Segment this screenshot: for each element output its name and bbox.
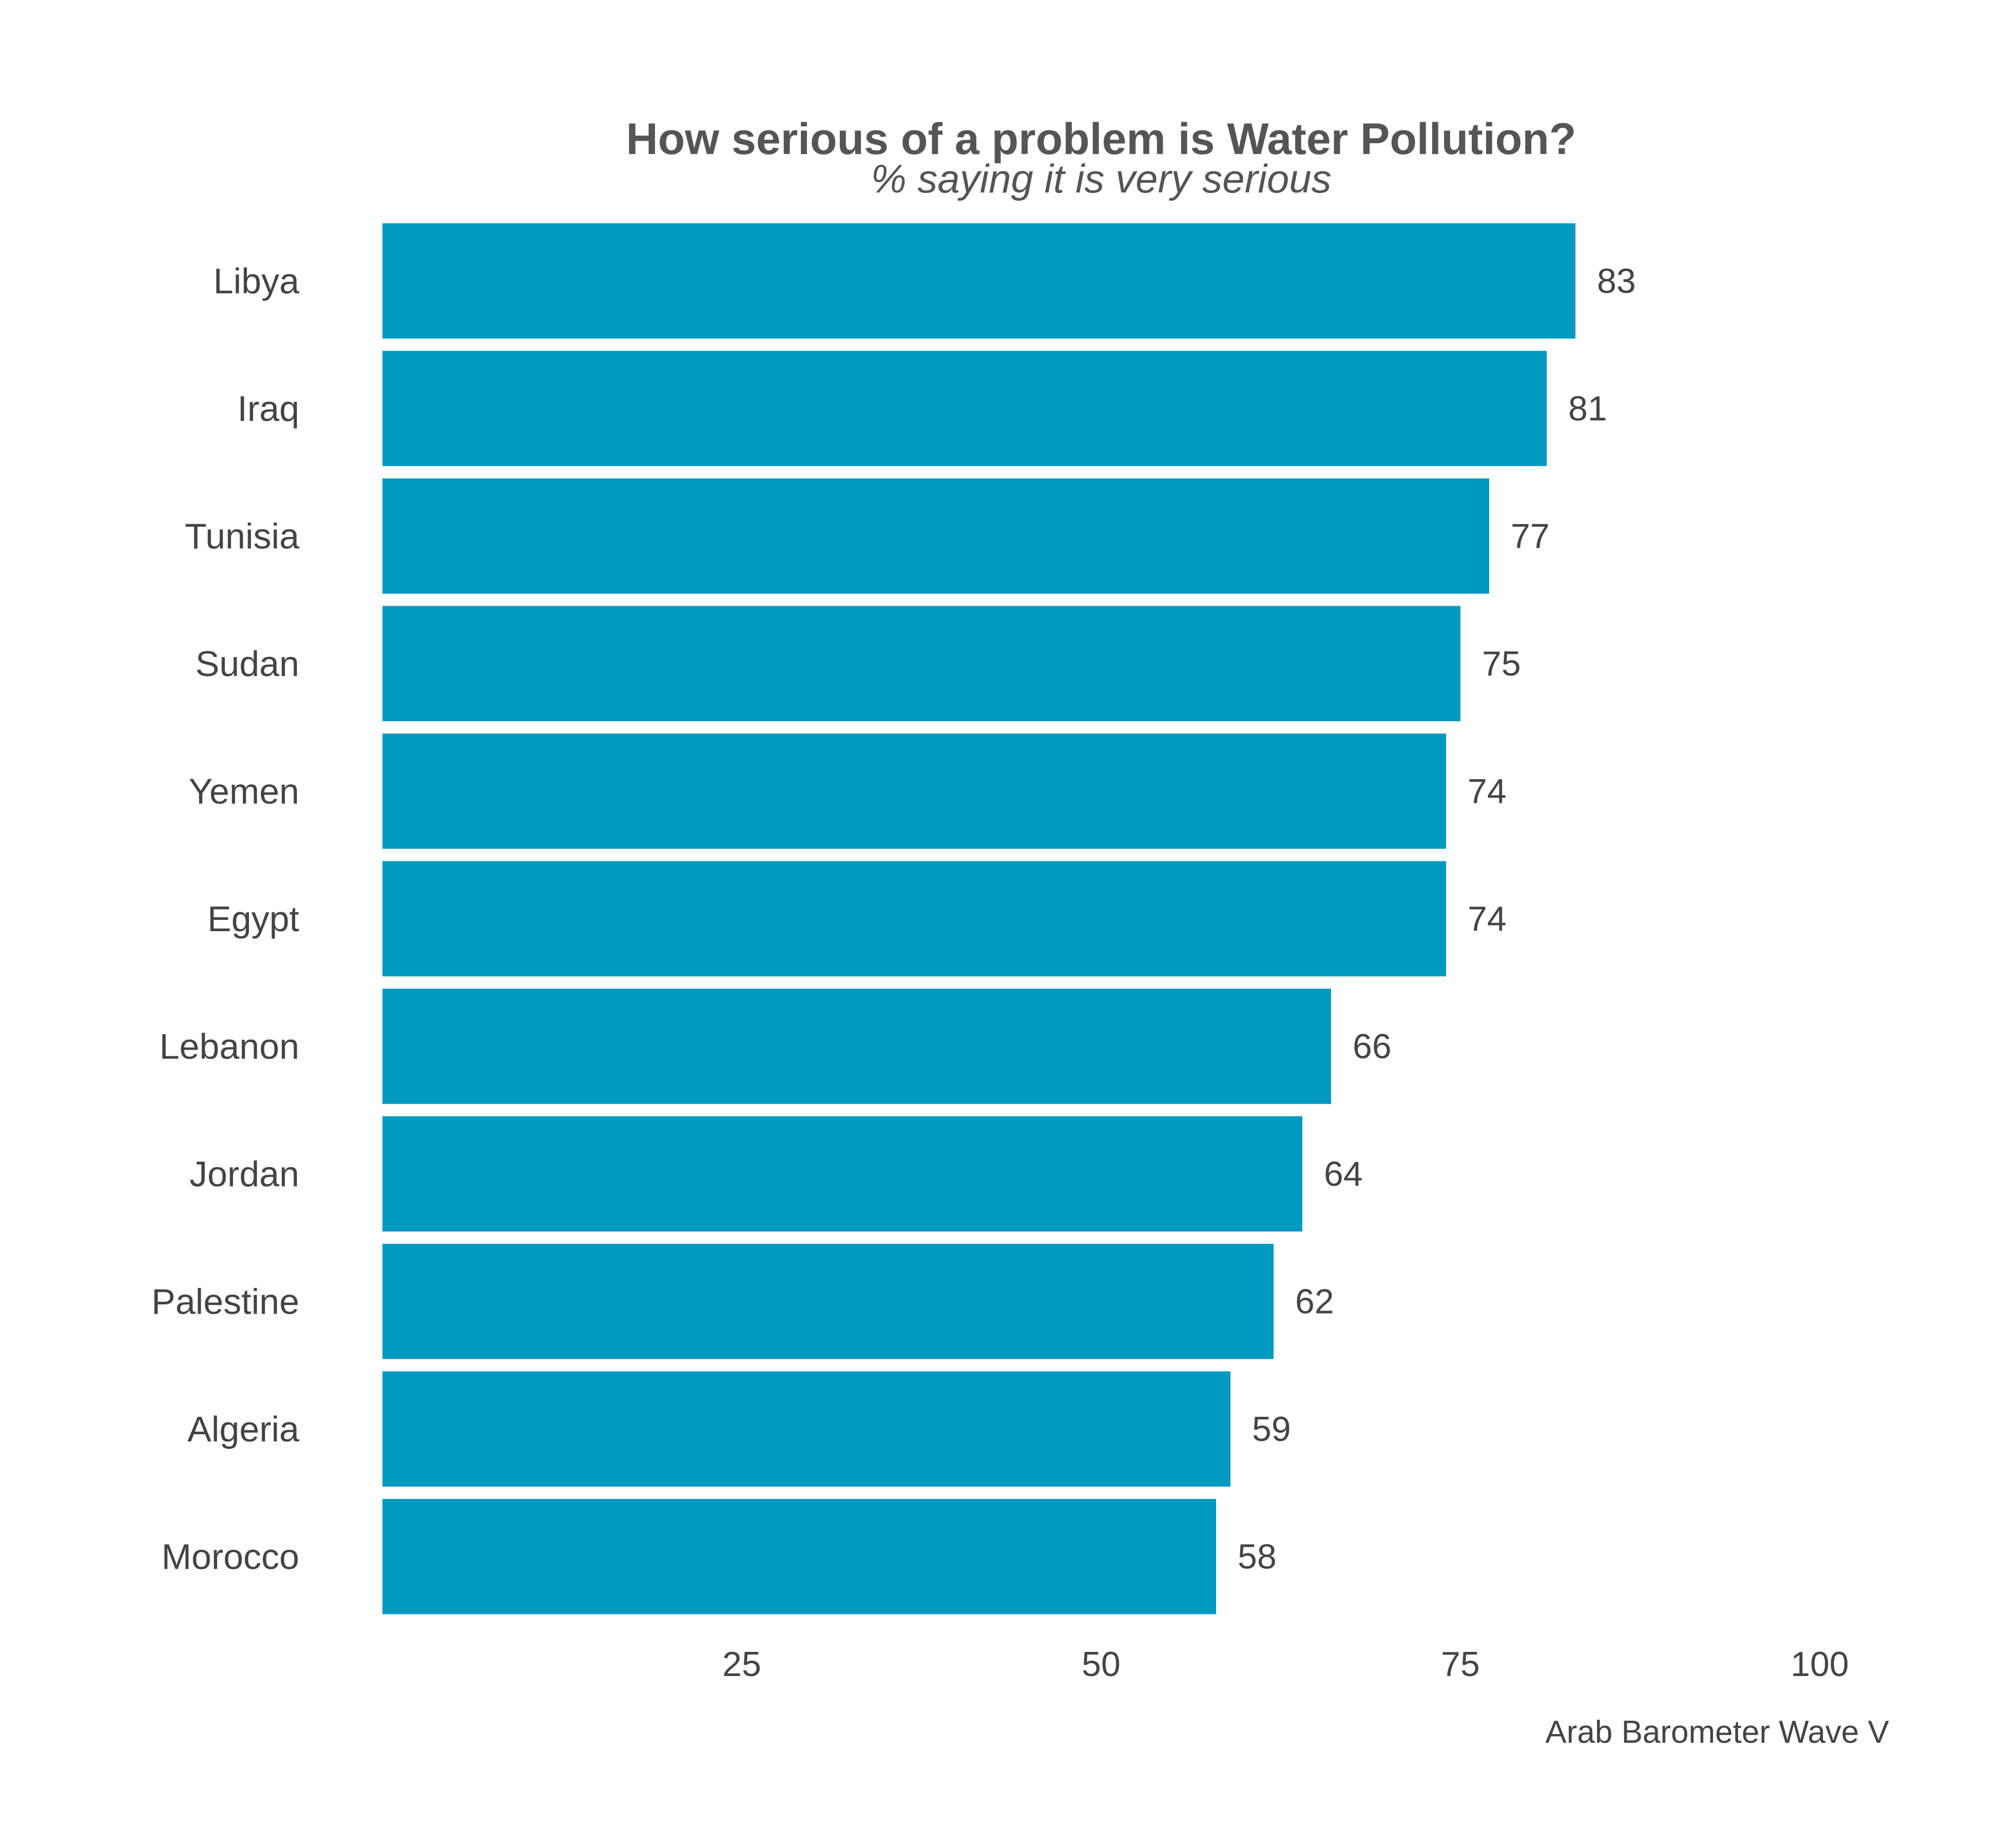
bar-morocco xyxy=(382,1499,1216,1614)
bar-yemen xyxy=(382,734,1446,849)
category-label: Libya xyxy=(214,261,299,301)
value-label: 64 xyxy=(1324,1154,1363,1194)
x-tick-label: 25 xyxy=(722,1645,761,1684)
category-label: Lebanon xyxy=(159,1026,299,1066)
bar-algeria xyxy=(382,1371,1230,1487)
category-label: Yemen xyxy=(189,771,299,811)
x-axis-ticks: 25 50 75 100 xyxy=(722,1645,1849,1684)
category-label: Morocco xyxy=(162,1536,299,1576)
value-label: 74 xyxy=(1468,899,1507,938)
chart-caption: Arab Barometer Wave V xyxy=(1545,1715,1889,1750)
bar-palestine xyxy=(382,1244,1274,1359)
value-label: 58 xyxy=(1238,1537,1277,1576)
value-label: 74 xyxy=(1468,772,1507,811)
category-label: Jordan xyxy=(189,1154,299,1194)
chart-title: How serious of a problem is Water Pollut… xyxy=(626,114,1576,164)
bar-lebanon xyxy=(382,989,1331,1104)
x-tick-label: 50 xyxy=(1082,1645,1121,1684)
value-label: 62 xyxy=(1295,1282,1334,1321)
value-label: 75 xyxy=(1482,644,1521,683)
category-label: Algeria xyxy=(187,1409,299,1449)
bar-libya xyxy=(382,223,1575,339)
value-label: 59 xyxy=(1252,1410,1291,1449)
value-label: 83 xyxy=(1597,261,1636,300)
category-labels: Libya Iraq Tunisia Sudan Yemen Egypt Lebanon Jo… xyxy=(151,261,299,1576)
category-label: Tunisia xyxy=(185,516,299,556)
value-label: 81 xyxy=(1568,389,1607,428)
category-label: Egypt xyxy=(207,899,299,939)
category-label: Sudan xyxy=(196,644,299,684)
bar-jordan xyxy=(382,1116,1302,1231)
value-label: 66 xyxy=(1353,1027,1392,1066)
bars xyxy=(382,223,1575,1614)
bar-egypt xyxy=(382,861,1446,976)
category-label: Iraq xyxy=(237,389,299,429)
value-label: 77 xyxy=(1511,516,1550,555)
value-labels: 83 81 77 75 74 74 66 64 62 59 58 xyxy=(1238,261,1636,1576)
x-tick-label: 75 xyxy=(1441,1645,1480,1684)
bar-iraq xyxy=(382,351,1547,466)
x-tick-label: 100 xyxy=(1791,1645,1849,1684)
chart-subtitle: % saying it is very serious xyxy=(871,156,1331,201)
bar-tunisia xyxy=(382,478,1489,594)
bar-sudan xyxy=(382,606,1460,721)
category-label: Palestine xyxy=(151,1281,299,1321)
